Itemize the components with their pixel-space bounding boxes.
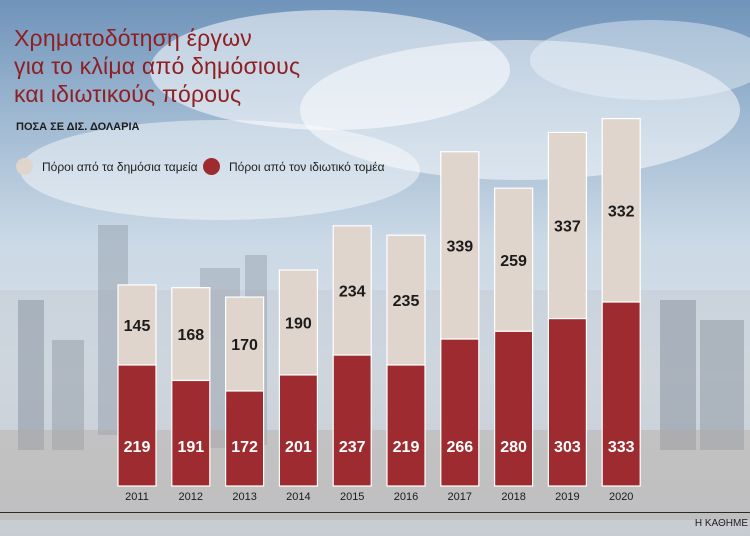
bar-private (547, 317, 588, 487)
source-credit: Η ΚΑΘΗΜΕ (694, 518, 748, 529)
data-label-private: 237 (339, 439, 366, 456)
data-label-private: 172 (231, 439, 258, 456)
bar-public (494, 187, 534, 332)
data-label-public: 234 (339, 283, 366, 300)
legend-swatch-public (16, 158, 33, 175)
bar-public (332, 225, 372, 356)
footer-rule (0, 512, 750, 513)
bar-public (171, 287, 211, 382)
bar-private (225, 390, 265, 487)
x-tick-label: 2014 (286, 491, 310, 503)
bar-private (117, 364, 157, 487)
x-tick-label: 2016 (394, 491, 418, 503)
data-label-public: 168 (177, 327, 204, 344)
x-tick-label: 2020 (609, 491, 633, 503)
x-tick-label: 2015 (340, 491, 364, 503)
data-label-public: 170 (231, 337, 258, 354)
legend-swatch-private (203, 158, 220, 175)
bar-private (601, 301, 641, 487)
data-label-public: 332 (608, 203, 635, 220)
bar-public (547, 131, 588, 320)
x-tick-label: 2019 (555, 491, 579, 503)
data-label-private: 266 (446, 439, 473, 456)
legend-item-private: Πόροι από τον ιδιωτικό τομέα (203, 158, 385, 175)
data-label-public: 259 (500, 253, 527, 270)
data-label-public: 235 (393, 293, 420, 310)
x-tick-label: 2017 (448, 491, 472, 503)
x-tick-label: 2018 (501, 491, 525, 503)
data-label-public: 337 (554, 218, 581, 235)
data-label-private: 280 (500, 439, 527, 456)
x-tick-label: 2013 (232, 491, 256, 503)
legend-label-private: Πόροι από τον ιδιωτικό τομέα (229, 159, 385, 174)
title-line: Χρηματοδότηση έργων (14, 25, 252, 51)
legend-item-public: Πόροι από τα δημόσια ταμεία (16, 158, 198, 175)
x-tick-label: 2012 (179, 491, 203, 503)
data-label-private: 191 (177, 439, 204, 456)
title-line: και ιδιωτικούς πόρους (14, 81, 242, 107)
bar-private (171, 379, 211, 487)
data-label-private: 219 (393, 439, 420, 456)
data-label-public: 145 (124, 318, 151, 335)
data-label-private: 303 (554, 439, 581, 456)
bar-private (332, 354, 372, 487)
bar-public (225, 296, 265, 392)
bar-public (601, 117, 641, 303)
bar-private (386, 364, 426, 487)
bar-public (117, 284, 157, 366)
bar-public (278, 269, 318, 376)
bar-private (278, 374, 318, 487)
bar-public (386, 234, 426, 366)
chart-title: Χρηματοδότηση έργων για το κλίμα από δημ… (14, 24, 300, 108)
bar-private (494, 330, 534, 487)
bar-private (440, 338, 480, 487)
data-label-private: 201 (285, 439, 312, 456)
x-tick-label: 2011 (125, 491, 149, 503)
legend-label-public: Πόροι από τα δημόσια ταμεία (42, 159, 198, 174)
data-label-private: 333 (608, 439, 635, 456)
unit-subtitle: ΠΟΣΑ ΣΕ ΔΙΣ. ΔΟΛΑΡΙΑ (16, 121, 140, 133)
data-label-public: 339 (446, 238, 473, 255)
data-label-private: 219 (124, 439, 151, 456)
data-label-public: 190 (285, 315, 312, 332)
title-line: για το κλίμα από δημόσιους (14, 53, 301, 79)
